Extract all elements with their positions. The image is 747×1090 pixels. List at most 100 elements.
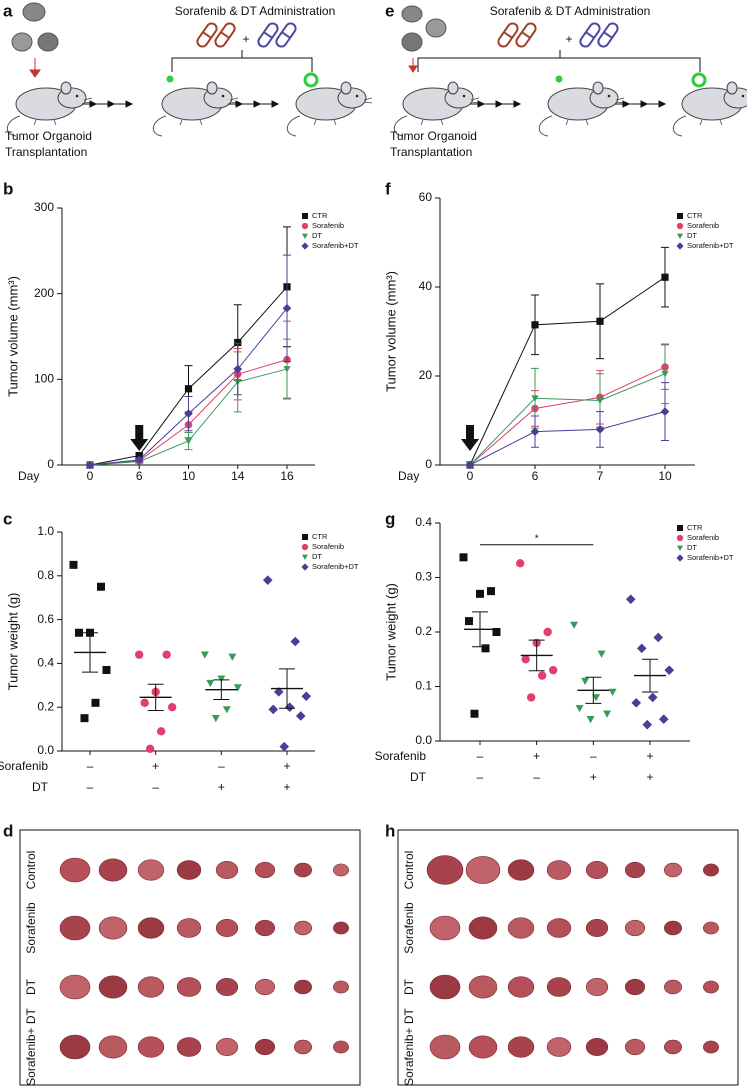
tumor-photo	[703, 863, 719, 877]
panel-label: c	[3, 509, 12, 528]
condition-value: +	[283, 780, 290, 794]
tumor-photo	[429, 1034, 461, 1060]
tumor-photo	[468, 975, 498, 999]
condition-label: DT	[32, 780, 49, 794]
tumor-photo	[585, 919, 609, 937]
marker	[228, 653, 237, 661]
condition-value: +	[533, 749, 540, 763]
row-label: DT	[402, 978, 416, 995]
series-line	[469, 276, 666, 466]
arrow-chain	[469, 100, 521, 108]
marker	[515, 559, 525, 568]
marker	[531, 395, 539, 402]
sem-bar	[213, 679, 230, 701]
y-tick-label: 100	[34, 372, 54, 386]
legend-marker	[302, 233, 308, 239]
marker	[184, 438, 193, 445]
marker	[647, 692, 658, 703]
y-tick-label: 0.3	[415, 570, 432, 584]
legend-marker	[677, 545, 683, 551]
scheme-a: Sorafenib & DT Administration + Tumor Or…	[5, 2, 373, 159]
bracket	[171, 50, 313, 72]
legend-marker	[302, 554, 308, 560]
marker	[548, 665, 558, 675]
legend-label: Sorafenib+DT	[312, 241, 359, 250]
panel-label: d	[3, 821, 13, 840]
legend-label: CTR	[687, 523, 703, 532]
condition-value: –	[533, 770, 540, 784]
marker	[543, 627, 552, 637]
marker	[282, 303, 292, 313]
legend-label: Sorafenib+DT	[312, 562, 359, 571]
scheme-title: Sorafenib & DT Administration	[490, 4, 651, 18]
condition-value: –	[477, 770, 484, 784]
tumor-photo	[293, 1039, 312, 1055]
condition-value: +	[152, 759, 159, 773]
marker	[636, 643, 647, 654]
tumor-photo	[293, 979, 312, 995]
marker	[91, 698, 100, 707]
x-tick-label: 10	[182, 469, 196, 483]
marker	[102, 665, 111, 674]
marker	[658, 714, 669, 724]
row-label: Sorafenib	[402, 902, 416, 954]
marker	[465, 617, 473, 626]
x-tick-label: 6	[136, 469, 143, 483]
condition-value: –	[152, 780, 159, 794]
panel-label: f	[385, 179, 391, 198]
legend-marker	[301, 563, 309, 571]
x-tick-label: 10	[658, 469, 672, 483]
legend-marker	[301, 222, 309, 230]
marker	[211, 714, 220, 723]
tumor-photo	[333, 863, 349, 877]
panel-label: h	[385, 821, 395, 840]
marker	[531, 321, 539, 329]
tumor-photo	[663, 862, 682, 878]
tumor-photo	[59, 915, 91, 941]
legend-marker	[676, 242, 684, 250]
marker	[262, 575, 273, 585]
x-tick-label: 7	[597, 469, 604, 483]
marker	[575, 705, 584, 713]
condition-label: Sorafenib	[0, 759, 48, 773]
marker	[492, 628, 501, 636]
marker	[162, 650, 171, 659]
legend-marker	[301, 242, 309, 250]
marker	[596, 317, 604, 325]
y-tick-label: 0.4	[415, 515, 432, 529]
tumor-photo	[254, 978, 276, 996]
y-tick-label: 1.0	[37, 524, 54, 538]
marker	[134, 650, 144, 659]
photo-frame	[19, 829, 361, 1086]
marker	[592, 694, 601, 702]
mouse	[6, 81, 93, 137]
marker	[290, 636, 301, 647]
tumor-photo	[429, 974, 461, 1000]
tumor-photo	[663, 979, 682, 995]
y-tick-label: 0	[425, 457, 432, 471]
condition-value: +	[646, 749, 653, 763]
marker	[521, 655, 530, 664]
tumor-photo	[254, 919, 276, 937]
condition-value: +	[646, 770, 653, 784]
marker	[570, 621, 579, 629]
marker	[530, 427, 540, 436]
tumor-photo	[98, 916, 128, 940]
sem-bar	[585, 676, 602, 704]
tumor-photo	[293, 862, 312, 878]
condition-value: –	[477, 749, 484, 763]
y-tick-label: 0.2	[415, 624, 432, 638]
arrow-chain	[227, 100, 279, 108]
row-label: Sorafenib	[24, 902, 38, 954]
marker	[156, 727, 166, 736]
marker	[664, 665, 675, 675]
tumor-photo	[59, 857, 91, 883]
tumor-photo	[137, 1036, 165, 1058]
arrow	[461, 425, 479, 451]
marker	[660, 407, 670, 416]
row-label: Sorafenib+ DT	[24, 1007, 38, 1085]
marker	[476, 589, 484, 598]
marker	[537, 671, 547, 680]
tumor-photo	[468, 916, 498, 940]
marker	[625, 594, 636, 605]
